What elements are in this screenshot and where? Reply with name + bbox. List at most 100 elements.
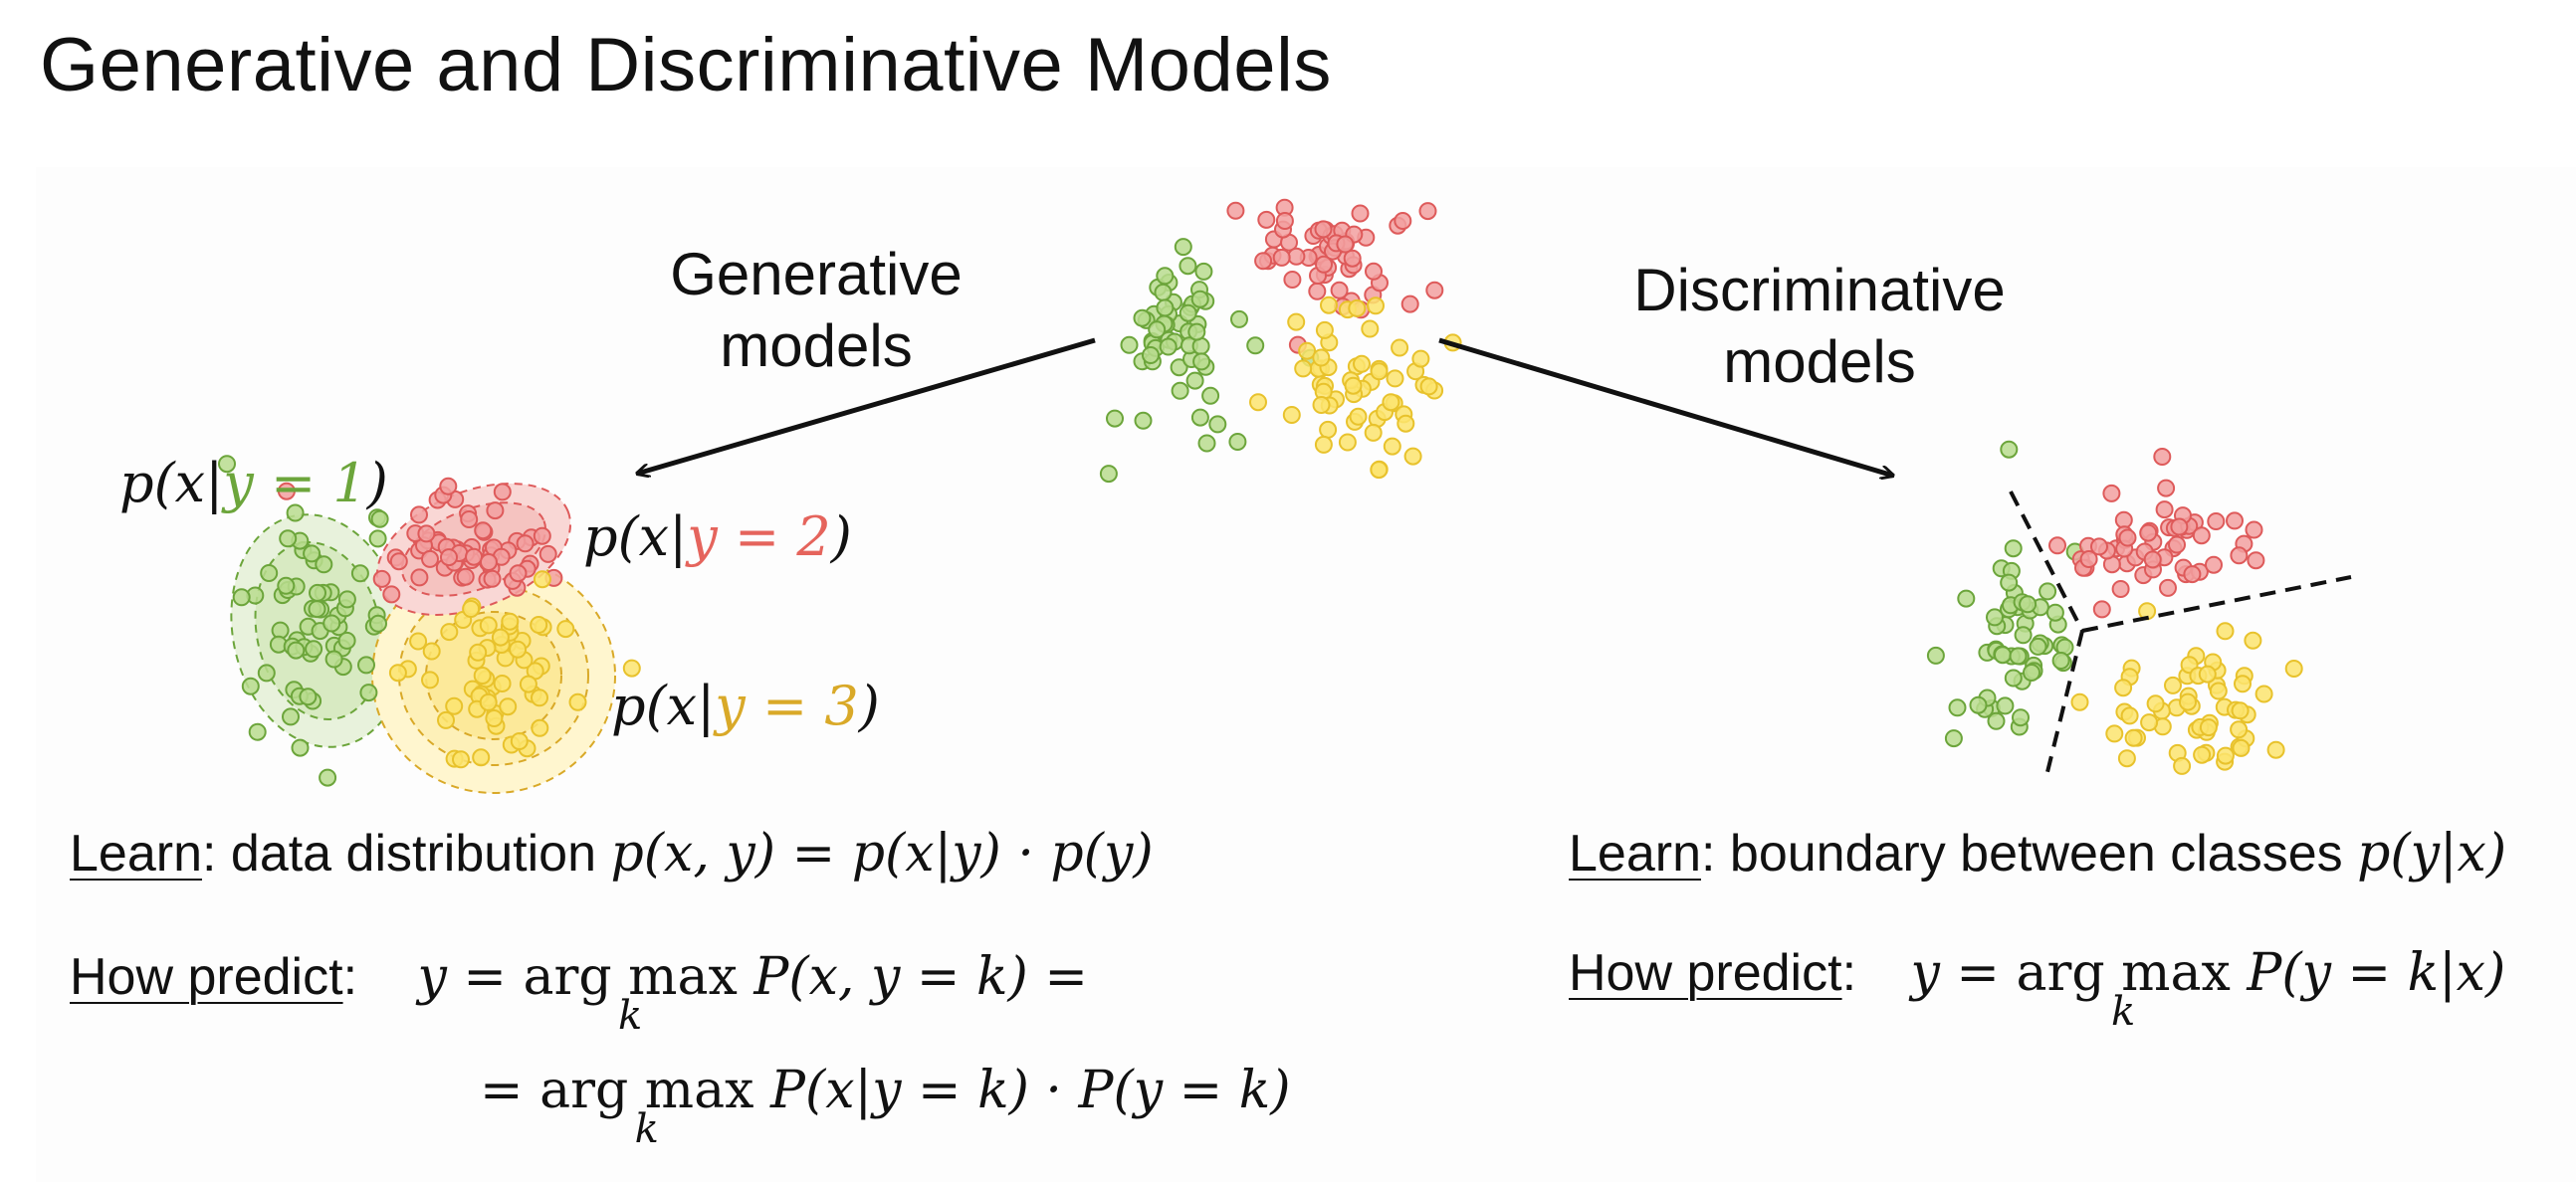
conditional-prefix: p(x| — [583, 505, 688, 568]
scatter-point-green — [2023, 664, 2040, 682]
scatter-point-green — [305, 640, 323, 659]
scatter-point-yellow — [2124, 728, 2143, 747]
argmax-text: arg max — [2016, 943, 2231, 1003]
scatter-point-green — [308, 600, 326, 619]
diagram-canvas — [218, 198, 2352, 794]
scatter-point-red — [538, 544, 557, 563]
scatter-point-green — [368, 529, 387, 548]
scatter-point-yellow — [2230, 720, 2249, 739]
scatter-point-yellow — [2216, 622, 2235, 641]
scatter-point-red — [509, 564, 528, 583]
scatter-point-red — [2155, 500, 2174, 519]
scatter-point-yellow — [440, 623, 459, 642]
scatter-point-red — [2245, 520, 2263, 539]
generative-learn-text: : data distribution — [202, 825, 611, 883]
scatter-point-red — [2168, 535, 2186, 554]
scatter-point-green — [1944, 729, 1963, 748]
scatter-point-red — [493, 483, 512, 501]
scatter-point-green — [1192, 352, 1211, 371]
scatter-point-red — [483, 569, 502, 588]
scatter-point-yellow — [1382, 393, 1400, 412]
scatter-point-yellow — [2179, 692, 2197, 711]
scatter-point-green — [1142, 346, 1160, 364]
scatter-point-red — [1394, 212, 1412, 230]
scatter-point-green — [1148, 320, 1167, 339]
scatter-point-yellow — [1348, 298, 1367, 317]
scatter-point-red — [389, 552, 408, 571]
scatter-point-green — [2000, 440, 2019, 459]
scatter-point-red — [1287, 247, 1306, 266]
scatter-point-yellow — [556, 620, 575, 639]
scatter-point-red — [439, 477, 458, 495]
scatter-point-red — [372, 569, 391, 588]
scatter-point-yellow — [479, 692, 498, 711]
diagram-panel: Generative models Discriminative models … — [36, 167, 2576, 1182]
scatter-point-yellow — [2284, 660, 2303, 678]
scatter-point-green — [2004, 539, 2023, 558]
scatter-point-yellow — [2244, 631, 2262, 650]
scatter-point-green — [248, 722, 267, 741]
scatter-point-yellow — [1391, 338, 1409, 357]
scatter-point-green — [322, 614, 341, 633]
scatter-point-green — [1156, 267, 1175, 286]
scatter-point-red — [410, 568, 429, 587]
generative-learn-formula: p(x, y) = p(x|y) · p(y) — [610, 824, 1154, 884]
scatter-point-yellow — [2120, 706, 2139, 725]
scatter-point-yellow — [2164, 676, 2182, 694]
generative-argmax-1: arg max k — [523, 947, 737, 1039]
scatter-point-green — [2000, 573, 2019, 592]
scatter-point-yellow — [2266, 740, 2285, 759]
scatter-point-green — [1190, 408, 1209, 427]
scatter-point-green — [1159, 337, 1178, 356]
scatter-point-yellow — [519, 675, 537, 693]
scatter-point-red — [277, 482, 296, 500]
scatter-point-red — [1418, 202, 1437, 221]
scatter-point-yellow — [2232, 738, 2251, 757]
scatter-point-green — [299, 688, 318, 706]
scatter-point-yellow — [501, 612, 520, 631]
scatter-point-green — [1230, 309, 1248, 328]
scatter-point-green — [1174, 238, 1192, 257]
scatter-point-red — [1336, 235, 1355, 254]
scatter-point-yellow — [1282, 406, 1301, 424]
argmax-sub: k — [618, 993, 643, 1039]
scatter-point-green — [1179, 303, 1197, 322]
scatter-point-red — [382, 585, 401, 604]
generative-label-line2: models — [720, 312, 913, 379]
scatter-point-green — [1987, 711, 2006, 730]
scatter-point-yellow — [421, 671, 439, 690]
conditional-label-y3: p(x|y = 3) — [611, 675, 880, 737]
scatter-point-red — [486, 501, 505, 520]
scatter-point-green — [232, 588, 251, 607]
scatter-point-red — [440, 548, 458, 567]
scatter-point-green — [370, 509, 389, 528]
scatter-point-green — [337, 590, 356, 609]
scatter-point-yellow — [2231, 701, 2250, 720]
conditional-label-y1: p(x|y = 1) — [119, 452, 388, 514]
scatter-point-green — [260, 564, 279, 582]
scatter-point-green — [337, 631, 356, 650]
scatter-point-yellow — [2105, 724, 2124, 743]
scatter-point-red — [417, 524, 436, 543]
scatter-point-yellow — [388, 664, 407, 683]
discriminative-learn-word: Learn — [1569, 825, 1701, 883]
scatter-point-green — [1190, 290, 1209, 308]
scatter-point-green — [1994, 646, 2012, 665]
generative-learn-line: Learn: data distribution p(x, y) = p(x|y… — [70, 824, 1154, 884]
scatter-point-red — [2159, 578, 2177, 597]
scatter-point-green — [1170, 358, 1188, 377]
scatter-point-green — [324, 650, 343, 669]
scatter-point-red — [2114, 510, 2133, 529]
scatter-discriminative-cluster — [1926, 440, 2303, 775]
scatter-point-green — [257, 664, 276, 683]
scatter-point-yellow — [1383, 437, 1401, 456]
scatter-point-red — [2102, 484, 2121, 502]
scatter-point-green — [1948, 698, 1967, 717]
scatter-point-red — [2079, 550, 2098, 568]
scatter-point-yellow — [409, 632, 428, 651]
scatter-point-green — [309, 583, 326, 602]
scatter-point-green — [286, 503, 305, 522]
scatter-point-yellow — [473, 667, 492, 685]
scatter-point-yellow — [1315, 320, 1334, 339]
scatter-point-green — [2039, 582, 2057, 601]
